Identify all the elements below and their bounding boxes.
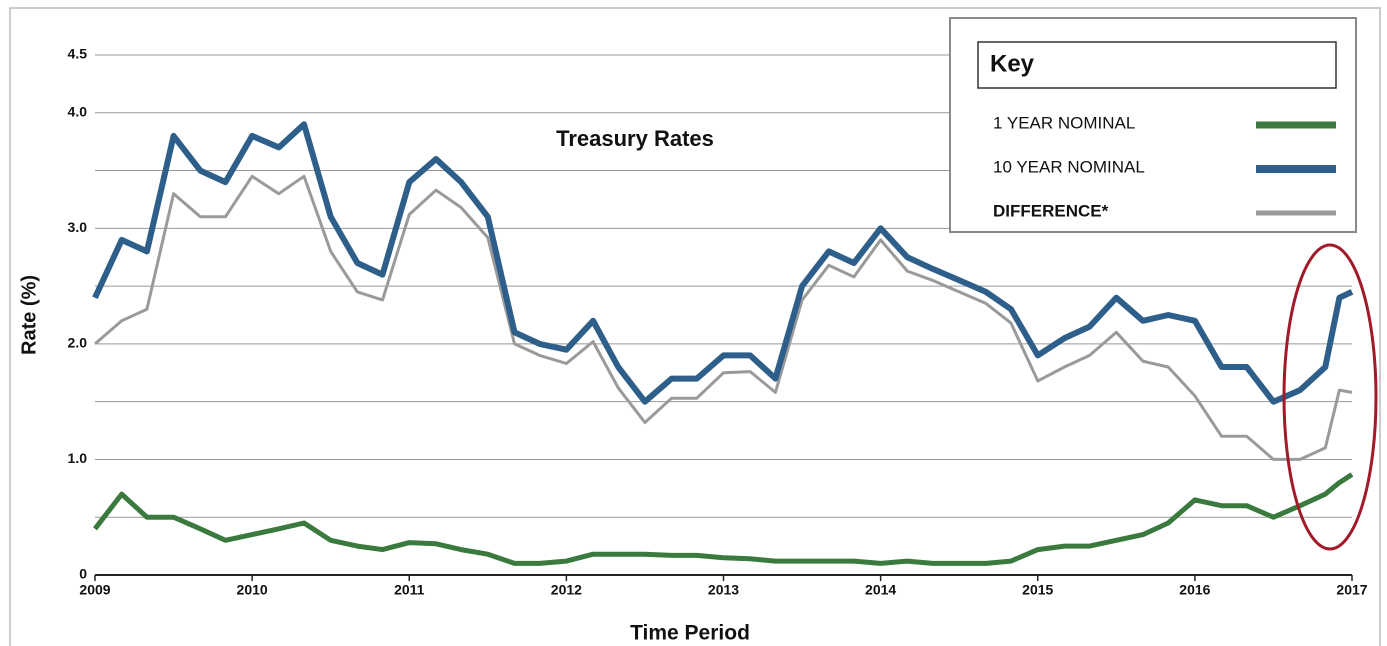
legend-label: DIFFERENCE*	[993, 201, 1109, 220]
x-tick-label: 2017	[1336, 582, 1367, 598]
x-tick-label: 2015	[1022, 582, 1053, 598]
y-tick-label: 3.0	[68, 219, 88, 235]
y-axis-label: Rate (%)	[18, 275, 40, 355]
line-series	[93, 472, 1354, 566]
legend-label: 10 YEAR NOMINAL	[993, 157, 1145, 176]
legend-label: 1 YEAR NOMINAL	[993, 113, 1135, 132]
y-tick-label: 1.0	[68, 450, 88, 466]
legend: Key 1 YEAR NOMINAL 10 YEAR NOMINAL DIFFERE…	[949, 17, 1357, 233]
y-tick-label: 2.0	[68, 335, 88, 351]
highlight-ellipse	[1282, 243, 1378, 551]
y-tick-label: 4.0	[68, 103, 88, 119]
x-axis-label: Time Period	[630, 622, 750, 645]
y-tick-label: 0	[79, 566, 87, 582]
x-tick-label: 2011	[394, 582, 425, 598]
legend-title: Key	[990, 50, 1035, 77]
legend-title-box	[977, 41, 1337, 89]
x-tick-label: 2010	[237, 582, 268, 598]
line-series	[94, 174, 1353, 461]
x-tick-label: 2012	[551, 582, 582, 598]
x-tick-label: 2014	[865, 582, 896, 598]
chart-title: Treasury Rates	[556, 126, 714, 151]
y-tick-label: 4.5	[68, 46, 88, 62]
x-tick-label: 2013	[708, 582, 739, 598]
x-tick-label: 2016	[1179, 582, 1210, 598]
x-tick-label: 2009	[79, 582, 110, 598]
line-series	[92, 121, 1354, 405]
frame	[9, 7, 1381, 646]
